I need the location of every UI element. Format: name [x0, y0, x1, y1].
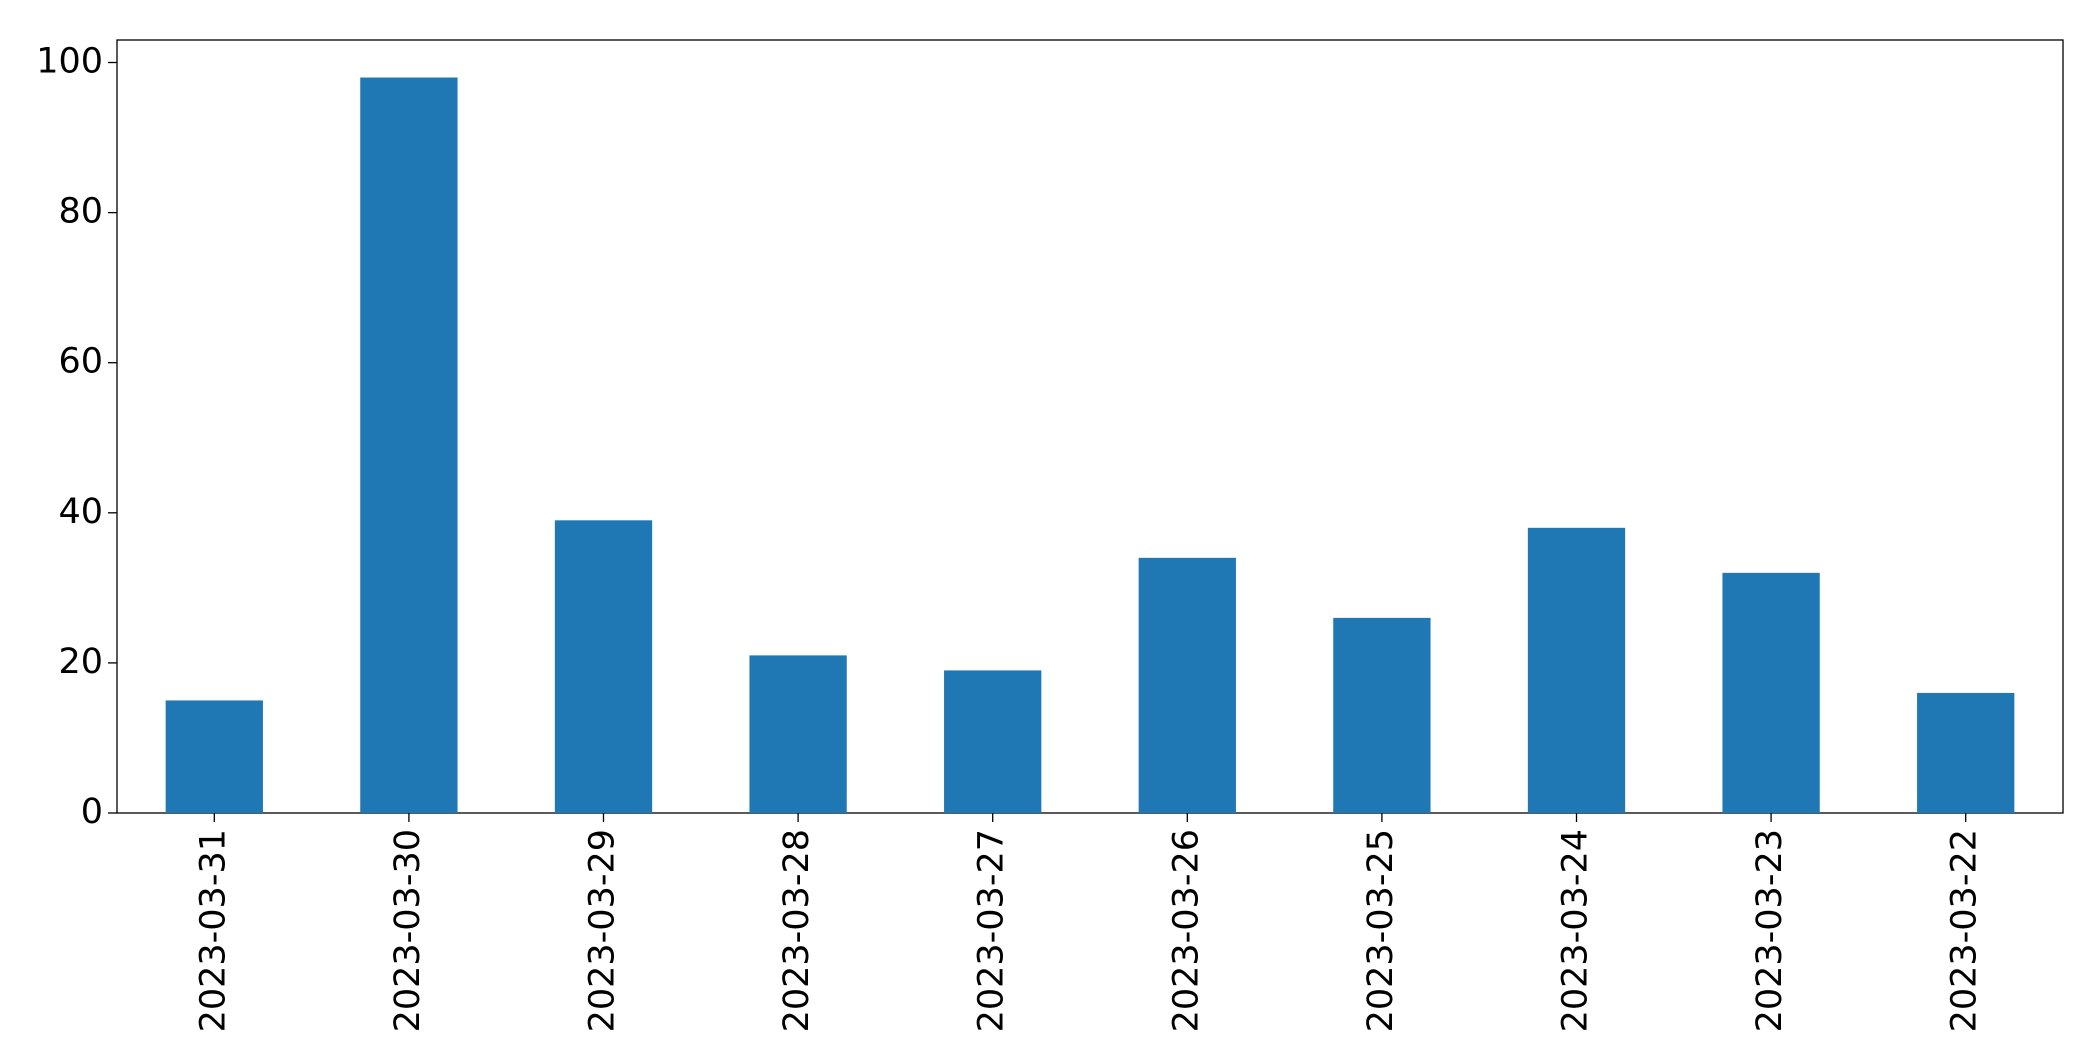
bar — [1917, 692, 2015, 813]
x-tick-label: 2023-03-23 — [1750, 829, 1790, 1032]
bar — [360, 77, 458, 813]
y-tick-label: 20 — [58, 642, 103, 682]
x-tick-label: 2023-03-25 — [1361, 829, 1401, 1032]
bar — [1527, 527, 1626, 813]
x-tick-label: 2023-03-26 — [1166, 829, 1206, 1032]
bar — [1722, 572, 1820, 813]
y-tick-label: 40 — [58, 492, 103, 532]
x-tick-label: 2023-03-28 — [777, 829, 817, 1032]
x-tick-label: 2023-03-24 — [1556, 829, 1596, 1032]
y-tick-label: 0 — [81, 792, 103, 832]
bar — [749, 655, 847, 813]
bar — [554, 520, 653, 813]
x-tick-label: 2023-03-27 — [972, 829, 1012, 1032]
x-tick-label: 2023-03-22 — [1945, 829, 1985, 1032]
y-tick-label: 60 — [58, 342, 103, 382]
x-tick-label: 2023-03-30 — [388, 829, 428, 1032]
plot-frame — [116, 39, 2064, 814]
x-tick-label: 2023-03-31 — [193, 829, 233, 1032]
y-tick-label: 80 — [58, 192, 103, 232]
x-tick-label: 2023-03-29 — [583, 829, 623, 1032]
y-tick-label: 100 — [36, 42, 103, 82]
bar — [165, 700, 263, 813]
bar — [944, 670, 1042, 813]
bar — [1138, 557, 1236, 813]
bar — [1333, 617, 1431, 813]
